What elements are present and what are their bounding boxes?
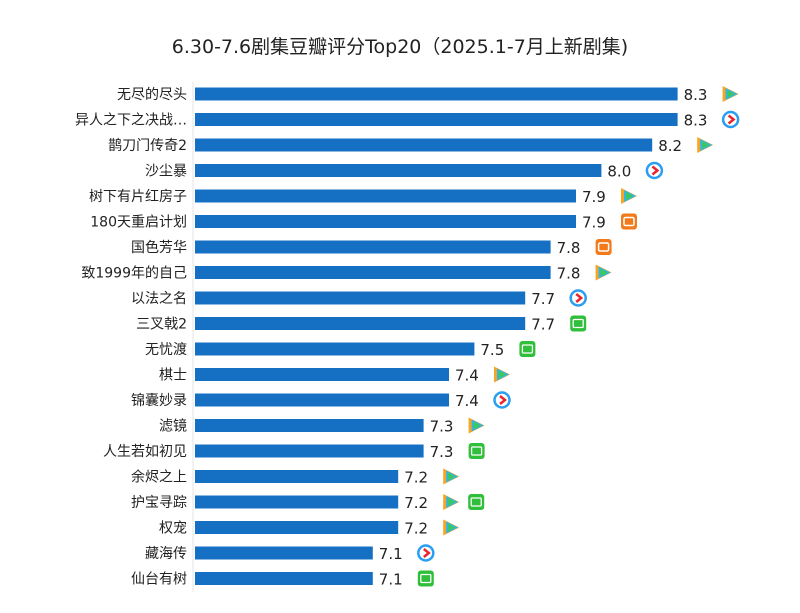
bar bbox=[195, 317, 526, 330]
value-label: 8.3 bbox=[684, 112, 708, 130]
value-label: 7.4 bbox=[455, 392, 479, 410]
bar bbox=[195, 368, 449, 381]
bar bbox=[195, 164, 602, 177]
bar bbox=[195, 470, 399, 483]
value-label: 7.2 bbox=[404, 469, 428, 487]
bar bbox=[195, 572, 373, 585]
category-label: 仙台有树 bbox=[131, 572, 187, 588]
bar bbox=[195, 240, 551, 254]
value-label: 7.7 bbox=[531, 290, 555, 308]
tencent-icon bbox=[443, 519, 460, 536]
bar bbox=[195, 266, 551, 279]
tencent-icon bbox=[722, 86, 739, 102]
value-label: 8.3 bbox=[684, 86, 708, 104]
bar bbox=[195, 215, 576, 228]
value-label: 7.2 bbox=[404, 494, 428, 512]
tencent-icon bbox=[443, 468, 460, 485]
value-label: 8.0 bbox=[607, 163, 631, 181]
value-label: 7.8 bbox=[557, 265, 581, 283]
bar bbox=[195, 342, 475, 356]
value-label: 7.5 bbox=[480, 341, 504, 359]
value-label: 7.9 bbox=[582, 188, 606, 206]
value-label: 7.9 bbox=[582, 214, 606, 232]
value-label: 7.8 bbox=[557, 239, 581, 257]
tencent-icon bbox=[621, 188, 637, 204]
category-label: 权宠 bbox=[159, 521, 187, 537]
youku-icon bbox=[645, 161, 664, 180]
tencent-icon bbox=[443, 494, 460, 510]
tencent-icon bbox=[595, 264, 612, 281]
category-label: 无忧渡 bbox=[145, 342, 187, 358]
category-label: 藏海传 bbox=[145, 546, 187, 562]
bar bbox=[195, 393, 449, 407]
category-label: 树下有片红房子 bbox=[89, 189, 187, 205]
iqiyi-icon bbox=[570, 315, 587, 332]
bar bbox=[195, 113, 678, 126]
tencent-icon bbox=[697, 137, 714, 153]
bar bbox=[195, 419, 424, 432]
category-label: 棋士 bbox=[159, 368, 187, 384]
category-label: 国色芳华 bbox=[131, 239, 187, 256]
category-label: 护宝寻踪 bbox=[131, 495, 187, 511]
iqiyi-icon bbox=[519, 341, 536, 357]
category-label: 沙尘暴 bbox=[145, 164, 187, 180]
mango-icon bbox=[595, 239, 612, 255]
youku-icon bbox=[417, 544, 435, 562]
category-label: 余烬之上 bbox=[131, 469, 187, 486]
tencent-icon bbox=[494, 366, 510, 383]
bar bbox=[195, 444, 424, 458]
category-label: 无尽的尽头 bbox=[117, 87, 187, 103]
youku-icon bbox=[569, 289, 587, 307]
value-label: 7.4 bbox=[455, 367, 479, 385]
category-label: 锦囊妙录 bbox=[131, 392, 187, 409]
bar bbox=[195, 291, 526, 305]
iqiyi-icon bbox=[468, 494, 485, 510]
value-label: 7.7 bbox=[531, 316, 555, 334]
bar bbox=[195, 87, 678, 101]
iqiyi-icon bbox=[417, 570, 434, 587]
value-label: 7.3 bbox=[430, 418, 454, 436]
category-label: 鹊刀门传奇2 bbox=[108, 137, 187, 154]
iqiyi-icon bbox=[468, 443, 485, 459]
youku-icon bbox=[493, 391, 511, 409]
category-label: 三叉戟2 bbox=[136, 317, 187, 333]
value-label: 8.2 bbox=[658, 137, 682, 155]
tencent-icon bbox=[468, 417, 485, 434]
category-label: 180天重启计划 bbox=[90, 215, 187, 231]
value-label: 7.1 bbox=[379, 545, 403, 563]
bar bbox=[195, 521, 399, 534]
youku-icon bbox=[721, 110, 740, 129]
chart-title: 6.30-7.6剧集豆瓣评分Top20（2025.1-7月上新剧集) bbox=[171, 36, 629, 58]
mango-icon bbox=[621, 213, 637, 230]
category-label: 滤镜 bbox=[159, 419, 187, 435]
category-label: 以法之名 bbox=[131, 291, 187, 307]
category-label: 异人之下之决战… bbox=[75, 113, 187, 129]
bar bbox=[195, 495, 399, 509]
category-label: 人生若如初见 bbox=[103, 443, 187, 460]
bar bbox=[195, 189, 576, 203]
bar bbox=[195, 138, 653, 152]
value-label: 7.2 bbox=[404, 520, 428, 538]
category-label: 致1999年的自己 bbox=[81, 266, 187, 282]
value-label: 7.1 bbox=[379, 571, 403, 589]
value-label: 7.3 bbox=[430, 443, 454, 461]
bar bbox=[195, 546, 373, 560]
